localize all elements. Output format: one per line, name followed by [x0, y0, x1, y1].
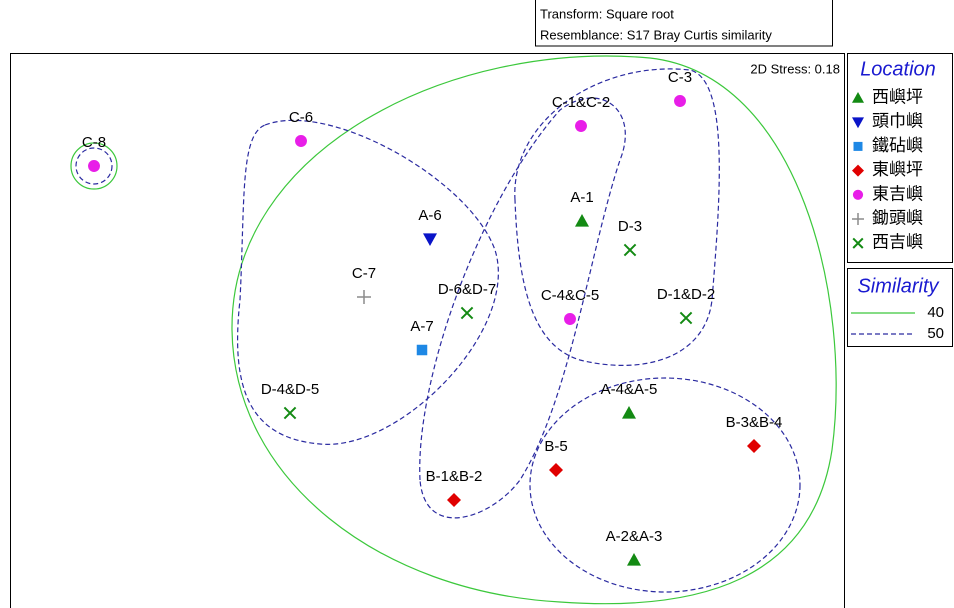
point [575, 214, 589, 227]
resemblance-note: Resemblance: S17 Bray Curtis similarity [540, 27, 772, 42]
legend-marker [852, 189, 864, 200]
point [447, 493, 461, 507]
point-label: C-4&C-5 [541, 287, 599, 304]
contour-50 [75, 147, 113, 185]
point [622, 406, 636, 419]
point-label: C-3 [668, 69, 692, 86]
similarity-legend-label: 50 [927, 325, 944, 342]
legend-title: Location [860, 58, 936, 80]
contour-40 [231, 55, 837, 605]
point [423, 233, 437, 246]
contour-50 [529, 377, 801, 593]
legend-label: 東嶼坪 [872, 160, 923, 179]
point-label: C-6 [289, 109, 313, 126]
point-label: A-6 [418, 207, 441, 224]
point [623, 243, 637, 257]
point-label: A-7 [410, 318, 433, 335]
point-label: B-1&B-2 [426, 468, 483, 485]
stress-label: 2D Stress: 0.18 [750, 61, 840, 76]
point [747, 439, 761, 453]
legend-label: 東吉嶼 [872, 184, 923, 203]
point [460, 306, 474, 320]
point-label: C-1&C-2 [552, 94, 610, 111]
point-label: B-3&B-4 [726, 414, 783, 431]
legend-label: 鐵砧嶼 [872, 136, 923, 155]
contour-50 [514, 68, 720, 366]
point [295, 135, 307, 147]
legend-marker [852, 92, 864, 103]
legend-label: 西吉嶼 [872, 233, 923, 252]
legend-marker [852, 164, 864, 177]
point-label: A-4&A-5 [601, 381, 658, 398]
point [575, 120, 587, 132]
point-label: D-6&D-7 [438, 281, 496, 298]
legend-marker [853, 141, 863, 151]
contour-50 [237, 119, 499, 445]
similarity-legend-label: 40 [927, 304, 944, 321]
contour-40 [70, 142, 118, 190]
point [283, 406, 297, 420]
plot-frame [10, 53, 845, 608]
legend-label: 頭巾嶼 [872, 112, 923, 131]
point-label: D-4&D-5 [261, 381, 319, 398]
location-legend [847, 53, 953, 263]
legend-label: 鋤頭嶼 [872, 208, 923, 227]
point-label: C-7 [352, 265, 376, 282]
similarity-title: Similarity [857, 275, 939, 297]
point-label: C-8 [82, 134, 106, 151]
legend-marker [852, 213, 864, 225]
point [357, 290, 371, 304]
point-label: B-5 [544, 438, 567, 455]
point-label: D-1&D-2 [657, 286, 715, 303]
point [549, 463, 563, 477]
contours [70, 55, 837, 605]
point [564, 313, 576, 325]
point [88, 160, 100, 172]
point-label: D-3 [618, 218, 642, 235]
legend-label: 西嶼坪 [872, 87, 923, 106]
contour-50 [419, 97, 626, 519]
point [627, 553, 641, 566]
point [416, 344, 428, 356]
point-label: A-2&A-3 [606, 528, 663, 545]
legend-marker [852, 117, 864, 129]
legend-marker [852, 237, 864, 249]
point-label: A-1 [570, 189, 593, 206]
point [674, 95, 686, 107]
transform-note: Transform: Square root [540, 6, 674, 21]
point [679, 311, 693, 325]
info-box [535, 0, 833, 47]
